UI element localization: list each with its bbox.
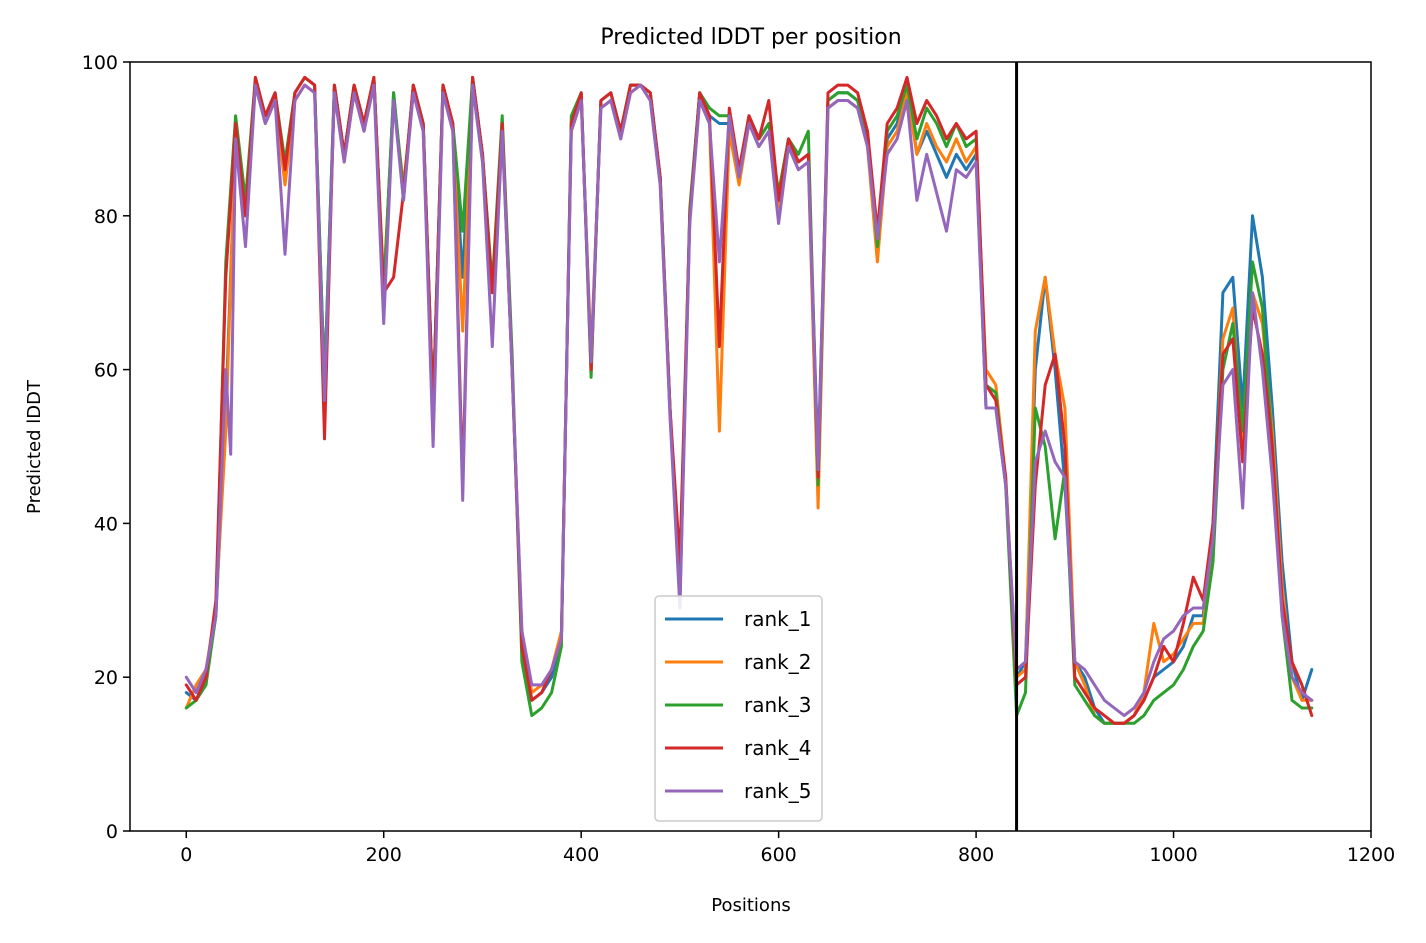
axes-frame [129, 61, 1372, 832]
y-tick-label: 60 [94, 360, 118, 382]
legend: rank_1 rank_2 rank_3 rank_4 rank_5 [654, 595, 823, 822]
axes: 0 200 400 600 800 1000 1200 0 20 40 60 80 100 [82, 52, 1395, 866]
x-tick-label: 600 [761, 844, 797, 866]
legend-label: rank_3 [744, 693, 811, 717]
x-tick-label: 200 [366, 844, 402, 866]
plot-area [184, 62, 1314, 831]
y-tick-label: 100 [82, 52, 118, 74]
y-tick-label: 80 [94, 206, 118, 228]
series-group [184, 75, 1314, 725]
series-line-rank-5 [184, 83, 1314, 718]
legend-label: rank_4 [744, 736, 811, 760]
y-tick-label: 40 [94, 513, 118, 535]
legend-label: rank_1 [744, 607, 811, 631]
chart-title: Predicted lDDT per position [600, 25, 901, 50]
legend-label: rank_2 [744, 650, 811, 674]
y-axis-label: Predicted lDDT [24, 379, 45, 514]
x-tick-label: 1200 [1347, 844, 1395, 866]
x-tick-label: 0 [180, 844, 192, 866]
x-tick-label: 800 [958, 844, 994, 866]
x-axis-label: Positions [711, 895, 790, 916]
y-tick-label: 20 [94, 667, 118, 689]
x-tick-label: 1000 [1149, 844, 1197, 866]
legend-label: rank_5 [744, 779, 811, 803]
x-tick-label: 400 [563, 844, 599, 866]
legend-box [654, 595, 823, 822]
y-tick-label: 0 [106, 821, 118, 843]
series-line-rank-4 [184, 75, 1314, 725]
